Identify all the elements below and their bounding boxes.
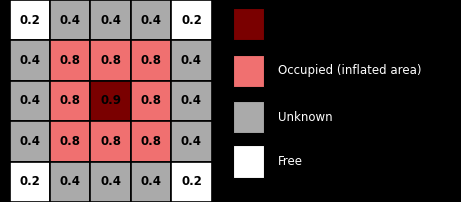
Text: 0.2: 0.2 [181,175,202,188]
Bar [90,40,131,81]
Bar [90,121,131,162]
Bar [50,81,90,121]
Text: 0.8: 0.8 [141,135,161,148]
Text: 0.4: 0.4 [60,175,81,188]
Text: 0.8: 0.8 [60,95,81,107]
Bar [10,162,50,202]
Text: 0.2: 0.2 [181,14,202,27]
Text: 0.4: 0.4 [100,14,121,27]
Bar [10,121,50,162]
Text: 0.8: 0.8 [60,135,81,148]
Text: 0.9: 0.9 [100,95,121,107]
Bar [90,81,131,121]
Text: Occupied (inflated area): Occupied (inflated area) [278,64,421,77]
Bar [90,0,131,40]
Text: 0.2: 0.2 [19,175,40,188]
Bar [131,40,171,81]
Text: 0.4: 0.4 [141,175,161,188]
Bar [50,121,90,162]
Text: 0.4: 0.4 [19,135,41,148]
Text: 0.8: 0.8 [141,54,161,67]
Text: 0.8: 0.8 [60,54,81,67]
FancyBboxPatch shape [233,8,264,40]
Bar [171,40,212,81]
Bar [50,0,90,40]
FancyBboxPatch shape [233,101,264,133]
Bar [131,81,171,121]
Bar [90,162,131,202]
Text: 0.4: 0.4 [60,14,81,27]
Bar [131,0,171,40]
Bar [171,162,212,202]
Text: 0.4: 0.4 [19,54,41,67]
FancyBboxPatch shape [233,145,264,178]
Bar [50,162,90,202]
Bar [50,40,90,81]
Bar [171,121,212,162]
Text: 0.4: 0.4 [181,54,202,67]
Bar [10,0,50,40]
Bar [131,121,171,162]
Text: 0.4: 0.4 [181,135,202,148]
Bar [10,81,50,121]
Text: Free: Free [278,155,302,168]
Text: 0.4: 0.4 [100,175,121,188]
Text: 0.8: 0.8 [141,95,161,107]
Text: 0.4: 0.4 [141,14,161,27]
Text: Unknown: Unknown [278,111,332,124]
Text: 0.8: 0.8 [100,54,121,67]
Bar [171,81,212,121]
Bar [171,0,212,40]
Bar [131,162,171,202]
FancyBboxPatch shape [233,55,264,87]
Text: 0.4: 0.4 [19,95,41,107]
Text: 0.2: 0.2 [19,14,40,27]
Text: 0.8: 0.8 [100,135,121,148]
Bar [10,40,50,81]
Text: 0.4: 0.4 [181,95,202,107]
